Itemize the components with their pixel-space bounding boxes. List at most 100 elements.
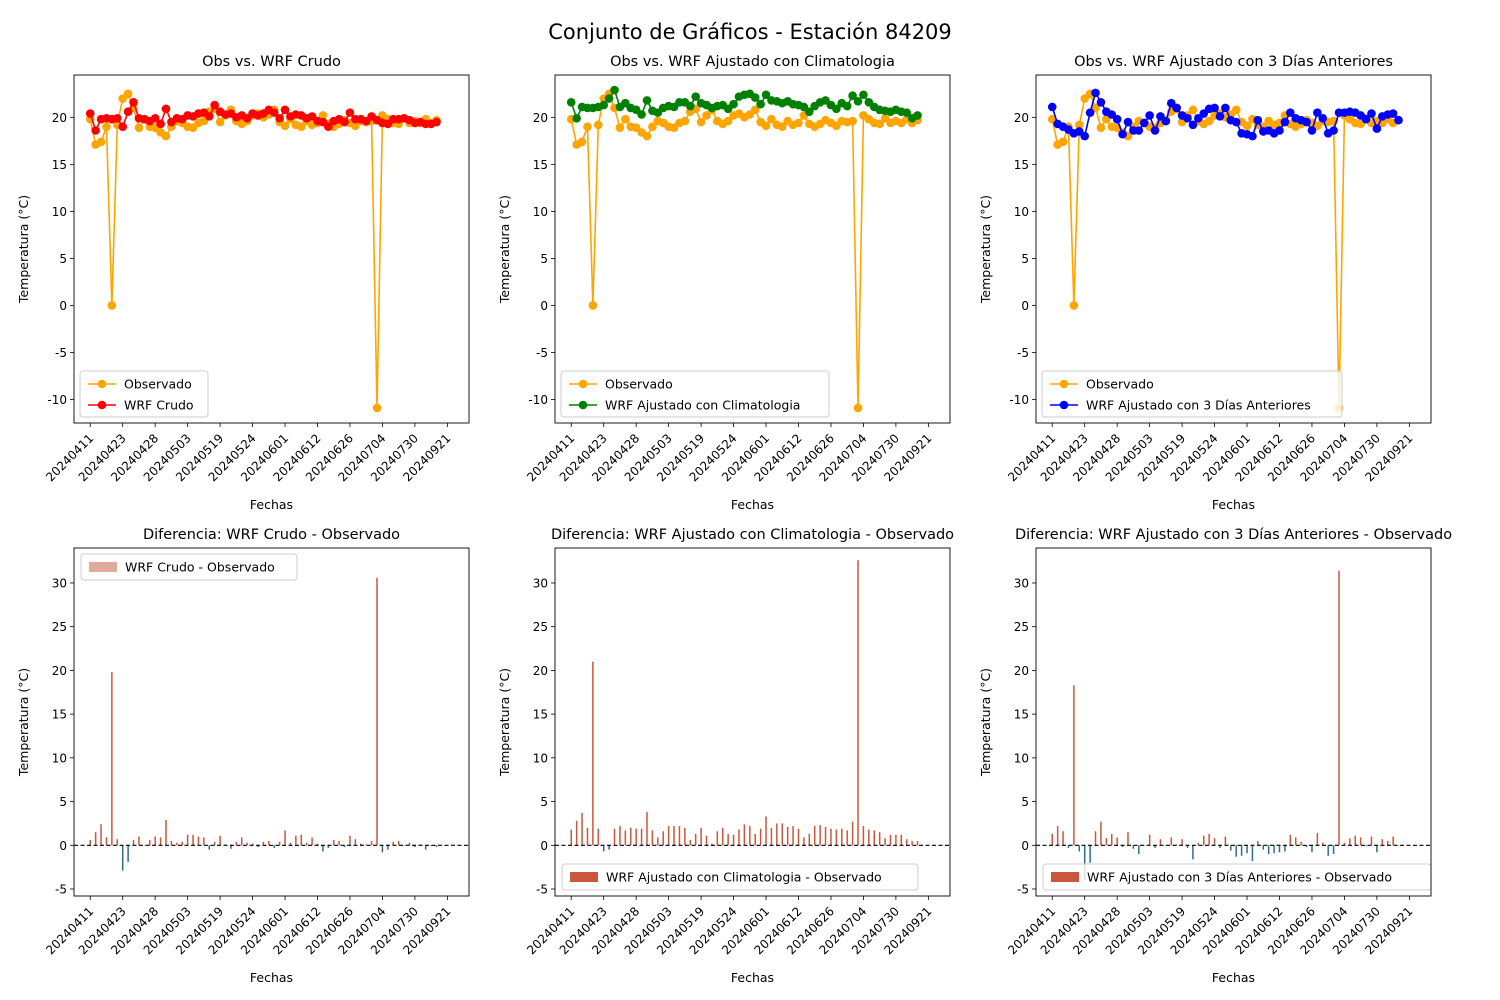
diff-bar — [392, 841, 394, 846]
chart-title: Diferencia: WRF Ajustado con Climatologi… — [551, 527, 954, 543]
axes-frame — [554, 74, 951, 424]
y-tick-label: -5 — [1017, 346, 1029, 360]
data-point — [1096, 123, 1106, 132]
data-point — [1313, 108, 1322, 117]
y-tick-label: 30 — [533, 576, 548, 590]
data-point — [134, 123, 144, 132]
diff-bar — [132, 840, 135, 846]
data-point — [215, 117, 225, 127]
legend-label: WRF Ajustado con Climatologia — [605, 398, 800, 413]
diff-bar — [684, 827, 686, 846]
data-point — [875, 119, 884, 129]
diff-bar — [1235, 845, 1237, 857]
diff-bar — [1246, 845, 1248, 854]
axes-frame — [1035, 74, 1432, 424]
data-point — [1058, 137, 1068, 147]
chart-title: Obs vs. WRF Ajustado con 3 Días Anterior… — [1074, 54, 1393, 70]
data-point — [129, 97, 138, 107]
diff-bar — [246, 842, 248, 846]
diff-bar — [127, 845, 129, 862]
diff-bar — [203, 837, 205, 846]
diff-bar — [1078, 845, 1081, 852]
y-tick-label: 0 — [59, 299, 67, 313]
diff-bar — [808, 833, 811, 846]
data-point — [761, 121, 771, 131]
diff-bar — [403, 845, 405, 846]
data-point — [642, 96, 652, 105]
diff-bar — [846, 830, 848, 846]
data-point — [102, 122, 111, 132]
y-tick-label: -5 — [55, 883, 67, 897]
y-tick-label: 30 — [52, 576, 67, 590]
diff-bar — [343, 845, 346, 848]
diff-bar — [138, 836, 140, 846]
legend-marker — [1059, 379, 1069, 389]
data-point — [1161, 116, 1171, 126]
data-point — [1280, 117, 1290, 127]
data-point — [1372, 124, 1382, 133]
diff-bar — [365, 844, 367, 846]
diff-bar — [251, 843, 254, 846]
diff-bar — [678, 826, 681, 846]
diff-bar — [797, 828, 800, 846]
data-point — [1145, 111, 1154, 120]
diff-bar — [776, 823, 778, 846]
y-tick-label: 0 — [540, 839, 548, 853]
diff-bar — [376, 577, 378, 846]
diff-bar — [862, 826, 865, 846]
data-point — [1074, 120, 1084, 130]
data-point — [275, 113, 284, 123]
figure-title: Conjunto de Gráficos - Estación 84209 — [548, 20, 952, 44]
diff-bar — [219, 835, 221, 846]
data-point — [1318, 113, 1328, 123]
chart-title: Obs vs. WRF Crudo — [202, 54, 341, 70]
diff-bar — [889, 834, 892, 846]
data-point — [615, 123, 625, 132]
data-point — [1242, 121, 1252, 131]
diff-bar — [1284, 845, 1286, 852]
y-axis-label: Temperatura (°C) — [497, 195, 512, 304]
diff-bar — [1230, 845, 1232, 851]
diff-bar — [873, 830, 875, 846]
y-tick-label: 15 — [1014, 708, 1029, 722]
diff-bar — [738, 829, 740, 846]
diff-bar — [1132, 845, 1135, 849]
diff-bar — [154, 836, 156, 846]
plot-marks — [1047, 88, 1403, 413]
diff-bar — [165, 819, 167, 846]
data-point — [1188, 120, 1198, 130]
diff-bar — [851, 821, 854, 846]
y-tick-label: 0 — [1021, 839, 1029, 853]
data-point — [750, 93, 760, 102]
plot-marks — [566, 85, 922, 413]
diff-bar — [716, 831, 719, 846]
data-point — [1204, 116, 1214, 126]
diff-bar — [1257, 840, 1259, 846]
data-point — [832, 104, 841, 114]
diff-bar — [1051, 833, 1053, 846]
diff-bar — [732, 834, 735, 846]
y-tick-label: 25 — [52, 620, 67, 634]
diff-bar — [1159, 839, 1162, 846]
legend-label: Observado — [605, 377, 673, 392]
chart-panel-5: Diferencia: WRF Ajustado con 3 Días Ante… — [978, 527, 1452, 985]
x-axis-label: Fechas — [1212, 970, 1255, 985]
data-point — [572, 113, 581, 123]
diff-bar — [311, 837, 313, 846]
y-tick-label: 25 — [1014, 620, 1029, 634]
diff-bar — [570, 829, 572, 846]
data-point — [1139, 118, 1149, 128]
diff-bar — [289, 842, 292, 846]
diff-bar — [121, 845, 124, 871]
diff-bar — [1192, 845, 1194, 860]
diff-bar — [646, 812, 648, 846]
diff-bar — [300, 834, 303, 846]
axes-frame — [554, 547, 951, 897]
data-point — [161, 131, 171, 141]
diff-bar — [1392, 836, 1394, 846]
y-axis-label: Temperatura (°C) — [978, 668, 993, 777]
diff-bar — [105, 837, 108, 846]
diff-bar — [711, 843, 713, 846]
diff-bar — [1100, 821, 1102, 846]
y-tick-label: 0 — [59, 839, 67, 853]
